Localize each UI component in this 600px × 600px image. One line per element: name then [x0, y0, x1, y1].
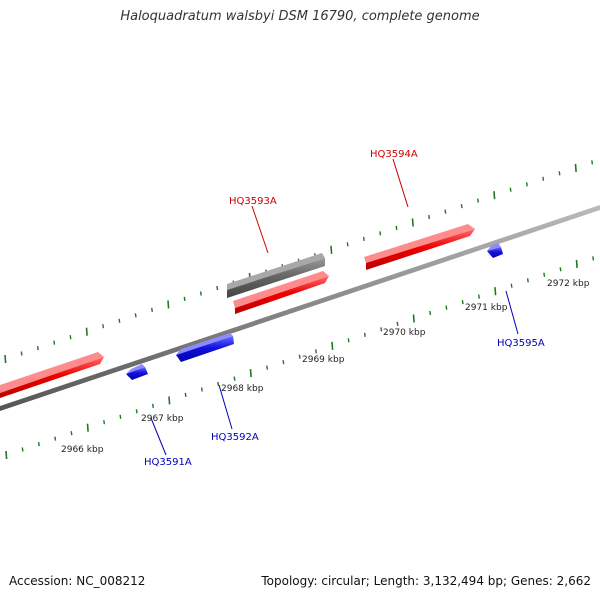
label-connector-HQ3593A: [251, 205, 269, 254]
minor-tick: [346, 242, 349, 247]
minor-tick: [461, 299, 464, 305]
minor-tick: [216, 285, 219, 291]
gene-label-HQ3594A[interactable]: HQ3594A: [370, 149, 418, 160]
kbp-label: 2970 kbp: [383, 328, 426, 338]
gene-forward-left[interactable]: [0, 352, 104, 398]
major-tick: [494, 287, 497, 296]
minor-tick: [118, 318, 121, 323]
minor-tick: [134, 313, 137, 318]
kbp-label: 2967 kbp: [141, 414, 184, 424]
minor-tick: [592, 256, 595, 261]
minor-tick: [428, 214, 431, 220]
minor-tick: [362, 236, 365, 242]
major-tick: [331, 341, 334, 350]
minor-tick: [509, 187, 512, 192]
minor-tick: [558, 171, 561, 176]
kbp-label: 2966 kbp: [61, 445, 104, 455]
minor-tick: [217, 381, 220, 387]
gene-label-HQ3592A[interactable]: HQ3592A: [211, 432, 259, 443]
gene-forward-mid[interactable]: [233, 271, 329, 314]
gene-pseudo[interactable]: [227, 253, 325, 298]
label-connector-HQ3591A: [150, 417, 167, 456]
kbp-label: 2968 kbp: [221, 384, 264, 394]
minor-tick: [478, 294, 480, 299]
minor-tick: [347, 338, 350, 343]
gene-reverse-large[interactable]: [176, 333, 234, 362]
minor-tick: [525, 182, 528, 187]
gene-reverse-right[interactable]: [487, 243, 503, 258]
minor-tick: [183, 296, 186, 302]
gene-label-HQ3591A[interactable]: HQ3591A: [144, 457, 192, 468]
gene-label-HQ3593A[interactable]: HQ3593A: [229, 196, 277, 207]
minor-tick: [233, 376, 236, 381]
genome-backbone: [0, 205, 600, 411]
major-tick: [575, 259, 578, 268]
minor-tick: [363, 332, 366, 338]
major-tick: [167, 300, 170, 309]
major-tick: [168, 396, 171, 405]
minor-tick: [37, 441, 40, 447]
major-tick: [412, 314, 415, 323]
minor-tick: [54, 436, 57, 441]
kbp-label: 2972 kbp: [547, 279, 590, 289]
minor-tick: [21, 447, 24, 452]
minor-tick: [380, 327, 383, 332]
minor-tick: [591, 160, 594, 165]
minor-tick: [526, 278, 529, 283]
minor-tick: [119, 414, 122, 419]
label-connector-HQ3595A: [505, 290, 519, 335]
map-title: Haloquadratum walsbyi DSM 16790, complet…: [120, 9, 480, 24]
minor-tick: [396, 321, 399, 327]
minor-tick: [69, 335, 72, 340]
kbp-label: 2969 kbp: [302, 355, 345, 365]
minor-tick: [460, 203, 463, 209]
major-tick: [5, 450, 8, 460]
minor-tick: [315, 349, 317, 354]
minor-tick: [477, 198, 479, 203]
major-tick: [574, 163, 577, 172]
major-tick: [493, 191, 496, 200]
minor-tick: [70, 431, 73, 436]
minor-tick: [266, 365, 269, 370]
minor-tick: [282, 360, 285, 365]
minor-tick: [151, 307, 153, 313]
minor-tick: [184, 392, 187, 398]
minor-tick: [152, 403, 154, 409]
major-tick: [330, 245, 333, 254]
minor-tick: [395, 225, 398, 231]
minor-tick: [103, 420, 106, 425]
major-tick: [85, 327, 88, 336]
label-connector-HQ3594A: [392, 158, 409, 208]
genome-summary-text: Topology: circular; Length: 3,132,494 bp…: [261, 574, 591, 588]
minor-tick: [102, 324, 105, 329]
minor-tick: [379, 231, 382, 236]
accession-text: Accession: NC_008212: [9, 574, 146, 588]
minor-tick: [199, 291, 202, 296]
gene-reverse-small[interactable]: [126, 364, 148, 380]
label-connector-HQ3592A: [218, 384, 233, 430]
minor-tick: [444, 209, 447, 214]
minor-tick: [20, 351, 23, 356]
minor-tick: [53, 340, 56, 345]
minor-tick: [510, 283, 513, 288]
minor-tick: [36, 345, 39, 351]
minor-tick: [135, 409, 138, 414]
major-tick: [4, 354, 7, 364]
minor-tick: [542, 176, 545, 181]
minor-tick: [429, 310, 432, 316]
reverse-tick-track: [5, 256, 595, 460]
gene-label-HQ3595A[interactable]: HQ3595A: [497, 338, 545, 349]
minor-tick: [543, 272, 546, 277]
kbp-label: 2971 kbp: [465, 303, 508, 313]
minor-tick: [559, 267, 562, 272]
minor-tick: [298, 354, 301, 359]
major-tick: [249, 369, 252, 378]
minor-tick: [445, 305, 448, 310]
gene-forward-right[interactable]: [364, 224, 475, 270]
major-tick: [86, 423, 89, 432]
major-tick: [411, 218, 414, 227]
minor-tick: [200, 387, 203, 392]
